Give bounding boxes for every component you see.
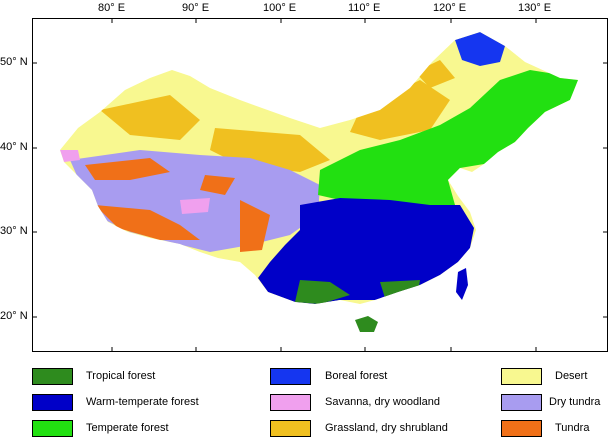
legend-swatch-dry-tundra <box>501 394 542 411</box>
legend-label-dry-tundra: Dry tundra <box>549 396 601 408</box>
legend-swatch-grassland <box>270 420 311 437</box>
lon-label-110: 110° E <box>348 2 381 14</box>
legend-label-grassland: Grassland, dry shrubland <box>325 422 448 434</box>
lon-label-100: 100° E <box>263 2 297 14</box>
lat-label-50: 50° N <box>0 56 28 68</box>
legend-swatch-tundra <box>501 420 542 437</box>
lat-label-40: 40° N <box>0 141 28 153</box>
axis-ticks <box>32 18 608 352</box>
lon-label-120: 120° E <box>433 2 467 14</box>
legend-label-tropical-forest: Tropical forest <box>86 370 156 382</box>
lat-label-20: 20° N <box>0 310 28 322</box>
savanna-region <box>180 198 210 214</box>
lon-label-130: 130° E <box>518 2 552 14</box>
legend-label-desert: Desert <box>555 370 588 382</box>
savanna-region <box>60 150 80 162</box>
warm-temperate-forest-region <box>258 198 474 304</box>
legend-label-temperate-forest: Temperate forest <box>86 422 169 434</box>
temperate-forest-region <box>318 70 578 205</box>
legend-swatch-temperate-forest <box>32 420 73 437</box>
legend-label-warm-temperate-forest: Warm-temperate forest <box>86 396 199 408</box>
legend-swatch-tropical-forest <box>32 368 73 385</box>
hainan-island <box>355 316 378 332</box>
tropical-forest-region <box>295 280 350 304</box>
tundra-region <box>85 158 170 180</box>
legend-swatch-savanna <box>270 394 311 411</box>
tropical-forest-region <box>380 280 420 298</box>
lat-label-30: 30° N <box>0 225 28 237</box>
legend-label-tundra: Tundra <box>555 422 590 434</box>
legend-label-boreal-forest: Boreal forest <box>325 370 388 382</box>
lon-label-80: 80° E <box>98 2 126 14</box>
boreal-forest-region <box>455 32 505 66</box>
lon-label-90: 90° E <box>182 2 210 14</box>
tundra-region <box>200 175 235 195</box>
grassland-region <box>100 95 200 140</box>
tundra-region <box>240 200 270 252</box>
legend-label-savanna: Savanna, dry woodland <box>325 396 440 408</box>
grassland-region <box>350 80 450 140</box>
tundra-region <box>95 205 200 240</box>
grassland-region <box>415 60 455 88</box>
legend-swatch-desert <box>501 368 542 385</box>
taiwan-island <box>456 268 468 300</box>
legend-swatch-warm-temperate-forest <box>32 394 73 411</box>
legend-swatch-boreal-forest <box>270 368 311 385</box>
